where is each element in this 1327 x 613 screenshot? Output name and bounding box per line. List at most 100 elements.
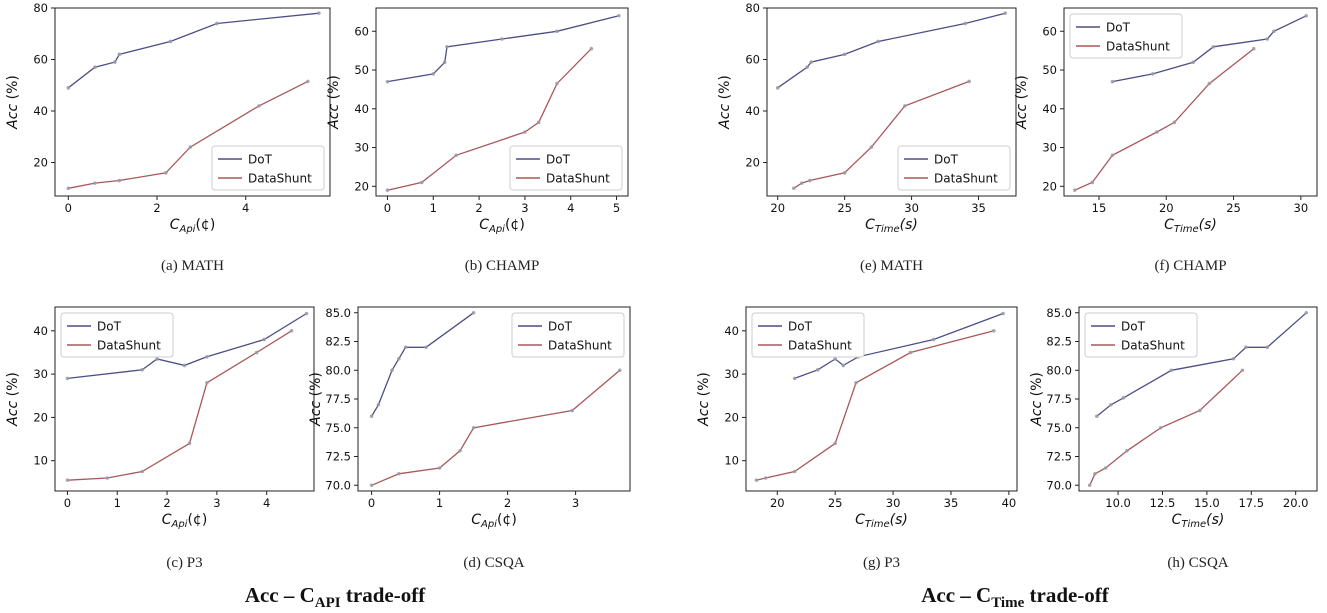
y-tick-label: 60 [354, 24, 369, 38]
data-point [1090, 180, 1095, 185]
data-point [1110, 153, 1115, 158]
legend-box [211, 145, 325, 191]
data-point [262, 337, 266, 342]
subfigure-caption: (a) MATH [161, 258, 224, 274]
subfigure-caption: (h) CSQA [1167, 555, 1229, 571]
x-tick-label: 1 [114, 496, 121, 510]
legend-label: DoT [97, 320, 122, 334]
group-title-api: Acc – CAPI trade-off [205, 583, 465, 612]
legend-box [751, 312, 865, 358]
data-point [65, 478, 70, 482]
data-point [841, 363, 846, 368]
y-axis-label: Acc (%) [696, 372, 712, 427]
data-point [117, 52, 122, 57]
plot-area: 0 1 2 3 70.0 72.5 75.0 77.5 80.0 82.5 85.0 DoT DataS… [308, 306, 631, 530]
x-tick-label: 4 [242, 201, 249, 215]
data-point [536, 120, 541, 125]
y-axis-label: Acc (%) [5, 372, 21, 427]
legend: DoT DataShunt [211, 145, 325, 191]
data-point [289, 329, 294, 333]
data-point [931, 337, 936, 342]
data-point [113, 60, 117, 64]
x-tick-label: 25 [828, 496, 843, 510]
data-point [1158, 425, 1163, 430]
data-point [876, 39, 880, 44]
x-tick-label: 3 [572, 496, 579, 510]
legend: DoT DataShunt [509, 145, 623, 191]
y-tick-label: 10 [724, 454, 739, 468]
data-point [442, 60, 447, 65]
series-line-dot [1096, 312, 1307, 417]
x-axis-label: CApi(¢) [162, 512, 208, 530]
data-point [570, 408, 574, 413]
data-point [1093, 471, 1097, 476]
legend-box [897, 145, 1011, 191]
data-point [1109, 402, 1113, 407]
data-point [1094, 414, 1099, 419]
data-point [854, 380, 858, 385]
series-line-datashunt [1089, 369, 1243, 486]
data-point [257, 104, 261, 108]
data-point [808, 178, 812, 183]
subfigure-caption: (g) P3 [862, 555, 901, 571]
x-tick-label: 35 [944, 496, 959, 510]
data-point [385, 188, 390, 192]
data-point [117, 178, 122, 183]
data-point [1207, 81, 1212, 86]
x-tick-label: 20 [770, 496, 785, 510]
legend-label: DoT [1106, 21, 1131, 35]
x-tick-label: 20 [770, 201, 785, 215]
legend-label: DoT [248, 153, 273, 167]
data-point [93, 65, 97, 70]
x-tick-label: 12.5 [1150, 496, 1176, 510]
y-tick-label: 30 [724, 367, 739, 381]
y-axis-label: Acc (%) [308, 372, 324, 427]
x-tick-label: 2 [504, 496, 511, 510]
y-tick-label: 75.0 [325, 421, 351, 435]
subfigure-caption: (b) CHAMP [464, 258, 540, 274]
data-point [791, 186, 796, 191]
data-point [403, 345, 408, 350]
data-point [1103, 466, 1108, 470]
data-point [967, 79, 971, 84]
y-tick-label: 72.5 [325, 450, 351, 464]
y-tick-label: 20 [354, 179, 369, 193]
chart-panel: 10.0 12.5 15.0 17.5 20.0 70.0 72.5 75.0 77.5 80.0… [1024, 306, 1327, 546]
chart-panel: 20 25 30 35 20 40 60 80 DoT DataShunt Acc (%) CTime… [712, 1, 1026, 251]
y-tick-label: 40 [724, 324, 739, 338]
legend-label: DataShunt [97, 339, 161, 353]
x-tick-label: 0 [64, 496, 71, 510]
legend-box [1084, 312, 1198, 358]
series-line-datashunt [371, 369, 621, 486]
data-point [842, 52, 847, 57]
chart-panel: 0 1 2 3 70.0 72.5 75.0 77.5 80.0 82.5 85.0 DoT DataS… [303, 306, 640, 546]
data-point [1151, 72, 1155, 76]
chart-panel: 20 25 30 35 40 10 20 30 40 DoT DataShunt Acc (%) CTi… [691, 306, 1027, 546]
data-point [555, 81, 559, 86]
data-point [168, 39, 173, 44]
x-tick-label: 3 [521, 201, 528, 215]
x-tick-label: 20 [1159, 201, 1174, 215]
y-tick-label: 20 [33, 410, 48, 424]
y-tick-label: 40 [354, 102, 369, 116]
y-tick-label: 50 [1042, 63, 1057, 77]
x-axis-label: CTime(s) [1164, 217, 1217, 235]
data-point [397, 471, 401, 476]
legend: DoT DataShunt [1069, 13, 1183, 59]
group-title-api-main: Acc – C [244, 583, 315, 607]
axes-frame [766, 7, 1017, 197]
x-tick-label: 15.0 [1194, 496, 1220, 510]
x-tick-label: 30 [904, 201, 919, 215]
data-point [1304, 13, 1309, 18]
data-point [908, 350, 913, 355]
data-point [1169, 368, 1174, 373]
data-point [188, 145, 193, 149]
group-title-time-main: Acc – C [921, 583, 992, 607]
data-point [1125, 448, 1129, 453]
y-tick-label: 60 [1042, 24, 1057, 38]
x-tick-label: 1 [436, 496, 443, 510]
group-title-time: Acc – CTime trade-off [880, 583, 1150, 612]
y-tick-label: 10 [33, 454, 48, 468]
data-point [317, 11, 321, 15]
data-point [140, 469, 144, 474]
